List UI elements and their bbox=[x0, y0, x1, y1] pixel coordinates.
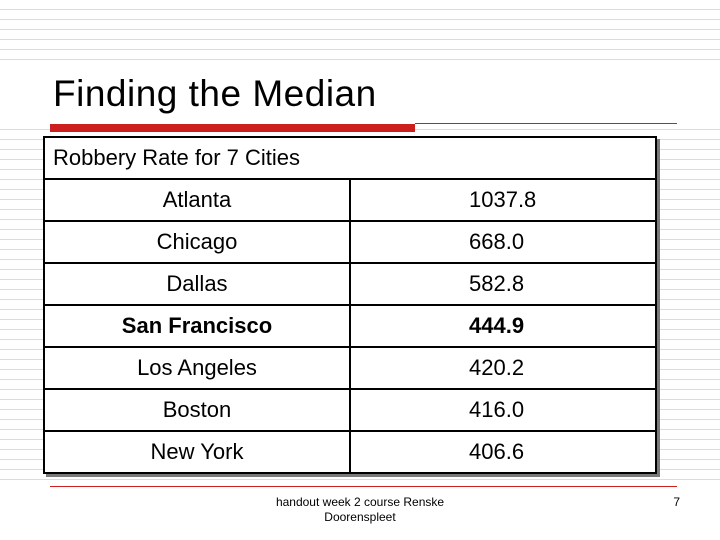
rate-cell: 420.2 bbox=[349, 346, 657, 390]
title-underline-thin bbox=[415, 123, 677, 124]
slide-title: Finding the Median bbox=[53, 73, 377, 114]
page-number: 7 bbox=[673, 495, 680, 509]
rate-cell: 1037.8 bbox=[349, 178, 657, 222]
city-cell: New York bbox=[43, 430, 351, 474]
rate-cell: 406.6 bbox=[349, 430, 657, 474]
table-row: Chicago 668.0 bbox=[43, 220, 657, 264]
rate-cell: 582.8 bbox=[349, 262, 657, 306]
rate-cell: 668.0 bbox=[349, 220, 657, 264]
title-band bbox=[0, 60, 720, 120]
table-caption: Robbery Rate for 7 Cities bbox=[43, 136, 657, 180]
table-row: New York 406.6 bbox=[43, 430, 657, 474]
city-cell: Boston bbox=[43, 388, 351, 432]
table-row: Los Angeles 420.2 bbox=[43, 346, 657, 390]
footer-text: handout week 2 course Renske Doorensplee… bbox=[275, 495, 445, 524]
city-cell: Atlanta bbox=[43, 178, 351, 222]
table-row-median: San Francisco 444.9 bbox=[43, 304, 657, 348]
city-cell: Chicago bbox=[43, 220, 351, 264]
footer-band bbox=[0, 487, 720, 540]
median-city-cell: San Francisco bbox=[43, 304, 351, 348]
table-row: Dallas 582.8 bbox=[43, 262, 657, 306]
city-cell: Dallas bbox=[43, 262, 351, 306]
rate-cell: 416.0 bbox=[349, 388, 657, 432]
median-rate-cell: 444.9 bbox=[349, 304, 657, 348]
table-row: Atlanta 1037.8 bbox=[43, 178, 657, 222]
robbery-rate-table: Robbery Rate for 7 Cities Atlanta 1037.8… bbox=[43, 136, 657, 474]
title-underline-accent bbox=[50, 124, 415, 132]
footer-divider bbox=[50, 486, 677, 487]
table-row: Boston 416.0 bbox=[43, 388, 657, 432]
city-cell: Los Angeles bbox=[43, 346, 351, 390]
robbery-rate-table-container: Robbery Rate for 7 Cities Atlanta 1037.8… bbox=[43, 136, 657, 474]
table-caption-row: Robbery Rate for 7 Cities bbox=[43, 136, 657, 180]
